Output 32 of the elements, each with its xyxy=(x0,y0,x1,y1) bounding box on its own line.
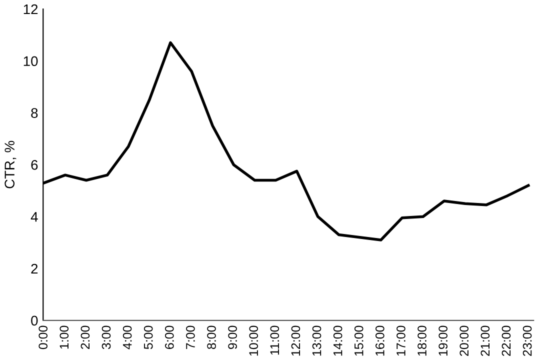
y-tick-label: 8 xyxy=(31,108,38,118)
x-tick-label: 17:00 xyxy=(396,326,406,356)
x-tick-label: 20:00 xyxy=(460,326,469,356)
x-tick-label: 10:00 xyxy=(249,326,258,356)
y-tick-label: 12 xyxy=(24,4,38,14)
x-tick-label: 8:00 xyxy=(207,326,216,350)
x-tick-label: 5:00 xyxy=(144,326,153,350)
y-tick-label: 4 xyxy=(30,212,38,222)
x-tick-label: 22:00 xyxy=(502,326,511,356)
x-tick-label: 15:00 xyxy=(354,326,364,356)
x-tick-label: 14:00 xyxy=(333,326,342,356)
x-tick-label: 1:00 xyxy=(60,326,69,349)
y-tick-label: 10 xyxy=(24,56,38,66)
x-tick-label: 16:00 xyxy=(375,326,384,356)
x-tick-label: 2:00 xyxy=(80,326,90,349)
x-tick-label: 4:00 xyxy=(122,326,132,350)
x-tick-label: 23:00 xyxy=(522,326,532,356)
x-tick-label: 6:00 xyxy=(164,326,174,349)
y-tick-label: 0 xyxy=(31,316,38,326)
x-tick-label: 18:00 xyxy=(418,326,426,356)
y-tick-label: 2 xyxy=(31,264,38,274)
x-tick-label: 11:00 xyxy=(270,326,280,355)
x-tick-label: 12:00 xyxy=(291,326,300,356)
x-tick-label: 0:00 xyxy=(38,326,48,350)
x-tick-label: 7:00 xyxy=(186,326,195,349)
y-axis-title: CTR, % xyxy=(4,140,16,188)
x-tick-label: 9:00 xyxy=(228,326,237,349)
x-tick-label: 3:00 xyxy=(102,326,111,350)
x-tick-label: 13:00 xyxy=(312,326,322,356)
x-tick-label: 21:00 xyxy=(480,326,490,356)
y-tick-label: 6 xyxy=(31,160,38,170)
x-tick-label: 19:00 xyxy=(438,326,448,356)
